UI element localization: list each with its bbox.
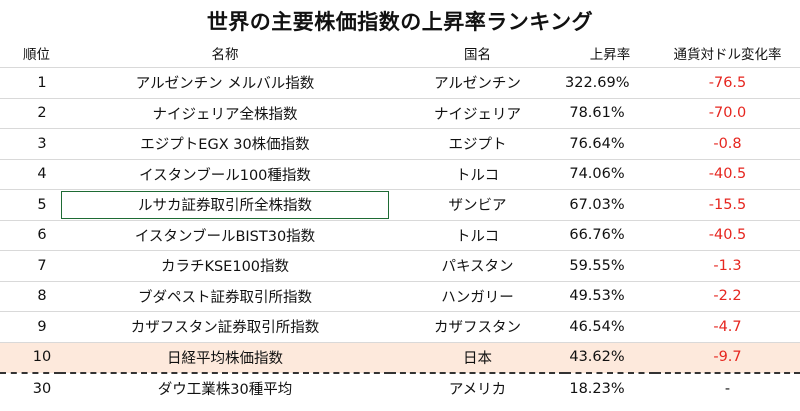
- rate-cell[interactable]: 46.54%: [565, 311, 655, 343]
- name-cell[interactable]: 日経平均株価指数: [60, 342, 390, 374]
- table-row: 7 カラチKSE100指数 パキスタン 59.55% -1.3: [0, 250, 800, 282]
- rank-cell[interactable]: 2: [0, 98, 60, 129]
- country-cell[interactable]: エジプト: [390, 128, 565, 160]
- country-cell[interactable]: トルコ: [390, 159, 565, 190]
- header-fx-change[interactable]: 通貨対ドル変化率: [655, 39, 800, 68]
- name-cell[interactable]: ブダペスト証券取引所指数: [60, 281, 390, 312]
- fx-change-cell[interactable]: -0.8: [655, 128, 800, 160]
- name-cell[interactable]: エジプトEGX 30株価指数: [60, 128, 390, 160]
- rank-cell[interactable]: 7: [0, 250, 60, 282]
- page-title: 世界の主要株価指数の上昇率ランキング: [206, 10, 594, 34]
- name-cell[interactable]: カラチKSE100指数: [60, 250, 390, 282]
- name-cell[interactable]: アルゼンチン メルバル指数: [60, 67, 390, 99]
- rank-cell[interactable]: 10: [0, 342, 60, 374]
- country-cell[interactable]: アルゼンチン: [390, 67, 565, 99]
- name-cell[interactable]: ナイジェリア全株指数: [60, 98, 390, 129]
- fx-change-cell[interactable]: -70.0: [655, 98, 800, 129]
- header-rate[interactable]: 上昇率: [565, 39, 655, 68]
- rate-cell[interactable]: 322.69%: [565, 67, 655, 99]
- header-country[interactable]: 国名: [390, 39, 565, 68]
- rank-cell[interactable]: 4: [0, 159, 60, 190]
- country-cell[interactable]: ハンガリー: [390, 281, 565, 312]
- fx-change-cell[interactable]: -2.2: [655, 281, 800, 312]
- country-cell[interactable]: パキスタン: [390, 250, 565, 282]
- rate-cell[interactable]: 78.61%: [565, 98, 655, 129]
- highlighted-row-nikkei: 10 日経平均株価指数 日本 43.62% -9.7: [0, 342, 800, 374]
- table-row-dow: 30 ダウ工業株30種平均 アメリカ 18.23% -: [0, 372, 800, 404]
- name-cell[interactable]: ダウ工業株30種平均: [60, 372, 390, 404]
- name-cell[interactable]: カザフスタン証券取引所指数: [60, 311, 390, 343]
- fx-change-cell[interactable]: -76.5: [655, 67, 800, 99]
- fx-change-cell[interactable]: -40.5: [655, 159, 800, 190]
- country-cell[interactable]: 日本: [390, 342, 565, 374]
- fx-change-cell[interactable]: -: [655, 372, 800, 404]
- rank-cell[interactable]: 9: [0, 311, 60, 343]
- rate-cell[interactable]: 76.64%: [565, 128, 655, 160]
- name-cell[interactable]: イスタンブールBIST30指数: [60, 220, 390, 251]
- selected-name-cell[interactable]: ルサカ証券取引所全株指数: [60, 189, 390, 221]
- rate-cell[interactable]: 18.23%: [565, 372, 655, 404]
- rate-cell[interactable]: 49.53%: [565, 281, 655, 312]
- rate-cell[interactable]: 67.03%: [565, 189, 655, 221]
- fx-change-cell[interactable]: -4.7: [655, 311, 800, 343]
- table-row: 6 イスタンブールBIST30指数 トルコ 66.76% -40.5: [0, 220, 800, 251]
- rank-cell[interactable]: 30: [0, 372, 60, 404]
- country-cell[interactable]: アメリカ: [390, 372, 565, 404]
- header-row: 順位 名称 国名 上昇率 通貨対ドル変化率: [0, 39, 800, 68]
- rank-cell[interactable]: 5: [0, 189, 60, 221]
- rate-cell[interactable]: 59.55%: [565, 250, 655, 282]
- ranking-table: 順位 名称 国名 上昇率 通貨対ドル変化率 1 アルゼンチン メルバル指数 アル…: [0, 39, 800, 404]
- country-cell[interactable]: トルコ: [390, 220, 565, 251]
- header-name[interactable]: 名称: [60, 39, 390, 68]
- rate-cell[interactable]: 74.06%: [565, 159, 655, 190]
- fx-change-cell[interactable]: -15.5: [655, 189, 800, 221]
- table-row: 2 ナイジェリア全株指数 ナイジェリア 78.61% -70.0: [0, 98, 800, 129]
- table-row: 1 アルゼンチン メルバル指数 アルゼンチン 322.69% -76.5: [0, 67, 800, 99]
- rank-cell[interactable]: 6: [0, 220, 60, 251]
- table-row: 9 カザフスタン証券取引所指数 カザフスタン 46.54% -4.7: [0, 311, 800, 343]
- rate-cell[interactable]: 43.62%: [565, 342, 655, 374]
- table-row: 8 ブダペスト証券取引所指数 ハンガリー 49.53% -2.2: [0, 281, 800, 312]
- name-cell[interactable]: イスタンブール100種指数: [60, 159, 390, 190]
- rank-cell[interactable]: 1: [0, 67, 60, 99]
- header-rank[interactable]: 順位: [0, 39, 60, 68]
- country-cell[interactable]: ザンビア: [390, 189, 565, 221]
- country-cell[interactable]: カザフスタン: [390, 311, 565, 343]
- table-row: 3 エジプトEGX 30株価指数 エジプト 76.64% -0.8: [0, 128, 800, 160]
- rate-cell[interactable]: 66.76%: [565, 220, 655, 251]
- rank-cell[interactable]: 3: [0, 128, 60, 160]
- fx-change-cell[interactable]: -1.3: [655, 250, 800, 282]
- rank-cell[interactable]: 8: [0, 281, 60, 312]
- country-cell[interactable]: ナイジェリア: [390, 98, 565, 129]
- fx-change-cell[interactable]: -9.7: [655, 342, 800, 374]
- table-row: 4 イスタンブール100種指数 トルコ 74.06% -40.5: [0, 159, 800, 190]
- fx-change-cell[interactable]: -40.5: [655, 220, 800, 251]
- table-row: 5 ルサカ証券取引所全株指数 ザンビア 67.03% -15.5: [0, 189, 800, 221]
